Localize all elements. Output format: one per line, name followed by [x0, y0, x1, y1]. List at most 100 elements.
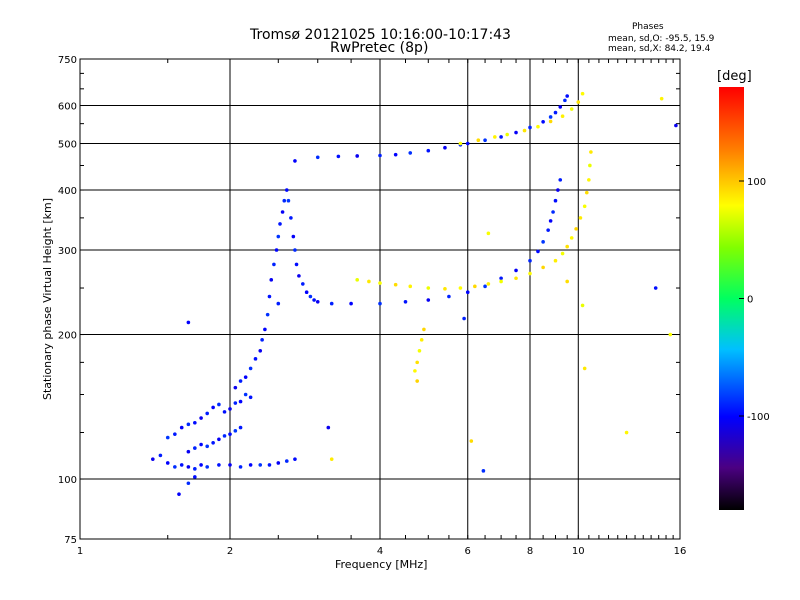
- o-mode-point: [238, 399, 243, 404]
- o-mode-point: [289, 216, 293, 220]
- o-mode-point: [528, 258, 532, 263]
- x-mode-point: [419, 338, 424, 342]
- x-axis-label: Frequency [MHz]: [335, 558, 428, 571]
- x-tick-label: 1: [77, 546, 83, 557]
- y-tick-label: 400: [58, 186, 77, 197]
- y-tick-label: 100: [58, 475, 77, 486]
- x-mode-point: [514, 276, 518, 281]
- o-mode-point: [481, 469, 486, 473]
- o-mode-point: [499, 276, 503, 281]
- o-mode-point: [403, 300, 408, 304]
- o-mode-point: [238, 379, 243, 383]
- o-mode-point: [177, 492, 181, 496]
- x-mode-point: [493, 135, 497, 139]
- x-mode-point: [578, 216, 583, 220]
- o-mode-point: [551, 210, 555, 214]
- x-mode-point: [560, 251, 565, 256]
- tick-labels: 1 2 4 6 8 10 16 75 100 200 300 400 500 600 750: [58, 55, 686, 557]
- o-mode-point: [193, 475, 197, 479]
- o-mode-point: [173, 465, 177, 469]
- x-mode-point: [588, 163, 592, 168]
- o-mode-point: [205, 444, 209, 449]
- x-mode-point: [505, 132, 509, 137]
- o-mode-point: [462, 316, 466, 321]
- x-mode-point: [569, 107, 574, 111]
- x-mode-point: [565, 279, 569, 284]
- colorbar-tick-label: 0: [747, 295, 753, 306]
- o-mode-point: [186, 422, 191, 427]
- x-mode-point: [528, 271, 532, 276]
- x-mode-point: [522, 128, 527, 133]
- o-mode-point: [179, 463, 184, 467]
- phases-o-stats: mean, sd,O: -95.5, 15.9: [608, 34, 715, 44]
- y-tick-label: 200: [58, 331, 77, 342]
- o-mode-point: [217, 437, 221, 442]
- o-mode-point: [248, 463, 253, 467]
- colorbar-tick-label: -100: [747, 412, 770, 423]
- x-mode-point: [355, 278, 359, 282]
- o-mode-point: [199, 416, 203, 420]
- o-mode-point: [528, 125, 532, 130]
- o-mode-point: [228, 432, 232, 436]
- o-mode-point: [426, 148, 431, 153]
- o-mode-point: [217, 463, 221, 467]
- x-mode-point: [668, 332, 673, 337]
- o-mode-point: [186, 465, 191, 469]
- o-mode-point: [276, 461, 281, 465]
- o-mode-point: [278, 222, 282, 226]
- x-mode-point: [574, 227, 578, 231]
- o-mode-point: [408, 151, 413, 155]
- o-mode-point: [565, 94, 569, 98]
- x-mode-point: [624, 430, 629, 435]
- o-mode-point: [355, 154, 359, 158]
- x-mode-point: [569, 236, 574, 240]
- o-mode-point: [233, 401, 238, 405]
- o-mode-point: [217, 402, 221, 407]
- o-mode-point: [558, 178, 563, 182]
- o-mode-point: [293, 457, 297, 461]
- o-mode-point: [282, 198, 287, 203]
- o-mode-point: [465, 141, 470, 146]
- o-mode-point: [541, 119, 545, 124]
- x-mode-point: [393, 282, 398, 287]
- plot-frame: [79, 58, 681, 540]
- o-mode-point: [548, 115, 553, 119]
- o-mode-point: [158, 453, 163, 458]
- o-mode-point: [274, 248, 279, 252]
- y-tick-label: 600: [58, 102, 77, 113]
- o-mode-point: [558, 105, 563, 109]
- x-tick-label: 2: [227, 546, 233, 557]
- o-mode-point: [514, 268, 518, 273]
- o-mode-point: [326, 425, 331, 430]
- o-mode-point: [272, 262, 276, 267]
- o-mode-point: [269, 278, 274, 282]
- x-mode-point: [589, 150, 593, 154]
- x-mode-point: [408, 284, 413, 289]
- o-mode-point: [483, 138, 487, 143]
- o-mode-point: [228, 407, 232, 411]
- x-mode-point: [560, 114, 565, 119]
- o-mode-point: [465, 290, 470, 295]
- o-mode-point: [315, 155, 320, 160]
- x-mode-point: [553, 258, 558, 263]
- x-mode-point: [458, 286, 463, 290]
- o-mode-point: [548, 219, 553, 223]
- o-mode-point: [193, 446, 197, 450]
- o-mode-point: [563, 98, 567, 103]
- o-mode-point: [253, 357, 258, 361]
- o-mode-point: [280, 210, 285, 214]
- data-points: [151, 91, 678, 496]
- o-mode-point: [186, 320, 191, 325]
- o-mode-point: [293, 159, 297, 163]
- grid-lines: [80, 59, 680, 539]
- x-mode-point: [476, 138, 481, 143]
- y-axis-label: Stationary phase Virtual Height [km]: [41, 197, 54, 400]
- o-mode-point: [284, 459, 289, 463]
- x-mode-point: [473, 284, 477, 289]
- o-mode-point: [193, 420, 197, 425]
- x-mode-point: [458, 141, 463, 146]
- x-mode-point: [541, 265, 545, 270]
- o-mode-point: [248, 395, 253, 400]
- o-mode-point: [199, 463, 203, 467]
- o-mode-point: [228, 463, 232, 467]
